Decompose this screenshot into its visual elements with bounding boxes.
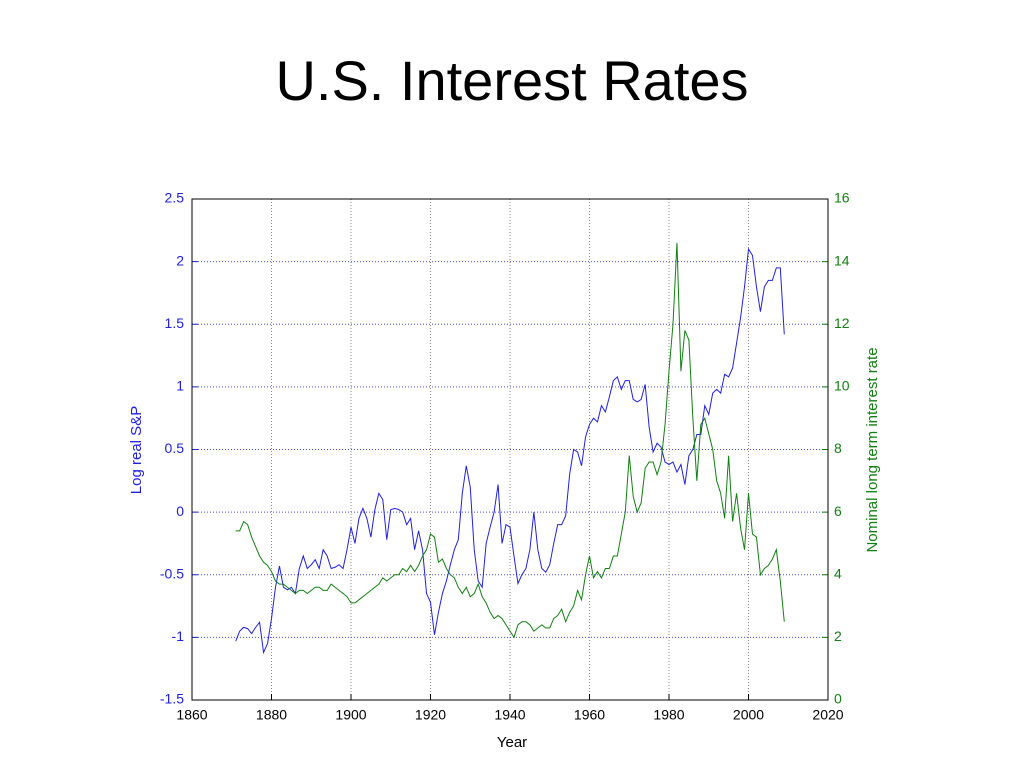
y-tick-label: -1 [172, 628, 185, 644]
y2-tick-label: 8 [834, 440, 842, 456]
y2-tick-label: 14 [834, 252, 850, 268]
y-tick-label: 1 [176, 378, 184, 394]
y2-tick-label: 10 [834, 378, 850, 394]
y-axis-label: Log real S&P [128, 406, 145, 494]
y2-tick-label: 6 [834, 503, 842, 519]
y2-axis-label: Nominal long term interest rate [864, 347, 881, 552]
y-tick-label: 0 [176, 503, 184, 519]
plot-frame [191, 198, 829, 701]
x-tick-label: 1880 [256, 707, 287, 723]
series-line [235, 242, 785, 639]
y-tick-label: 0.5 [165, 440, 185, 456]
y-tick-label: 2 [176, 252, 184, 268]
y2-tick-label: 2 [834, 628, 842, 644]
x-axis-label: Year [497, 734, 527, 751]
x-tick-label: 1860 [176, 707, 207, 723]
x-tick-label: 2000 [733, 707, 764, 723]
y2-tick-label: 0 [834, 691, 842, 707]
x-tick-label: 1940 [494, 707, 525, 723]
x-tick-label: 1900 [335, 707, 366, 723]
series-line [235, 247, 785, 655]
y-tick-label: -1.5 [160, 691, 184, 707]
y2-tick-label: 16 [834, 190, 850, 206]
y-tick-label: -0.5 [160, 565, 184, 581]
chart-title: U.S. Interest Rates [275, 49, 748, 112]
y2-tick-label: 12 [834, 315, 850, 331]
x-tick-label: 1920 [415, 707, 446, 723]
x-tick-label: 2020 [812, 707, 843, 723]
x-tick-label: 1980 [653, 707, 684, 723]
x-tick-label: 1960 [574, 707, 605, 723]
y-tick-label: 2.5 [165, 190, 185, 206]
y2-tick-label: 4 [834, 565, 842, 581]
y-tick-label: 1.5 [165, 315, 185, 331]
